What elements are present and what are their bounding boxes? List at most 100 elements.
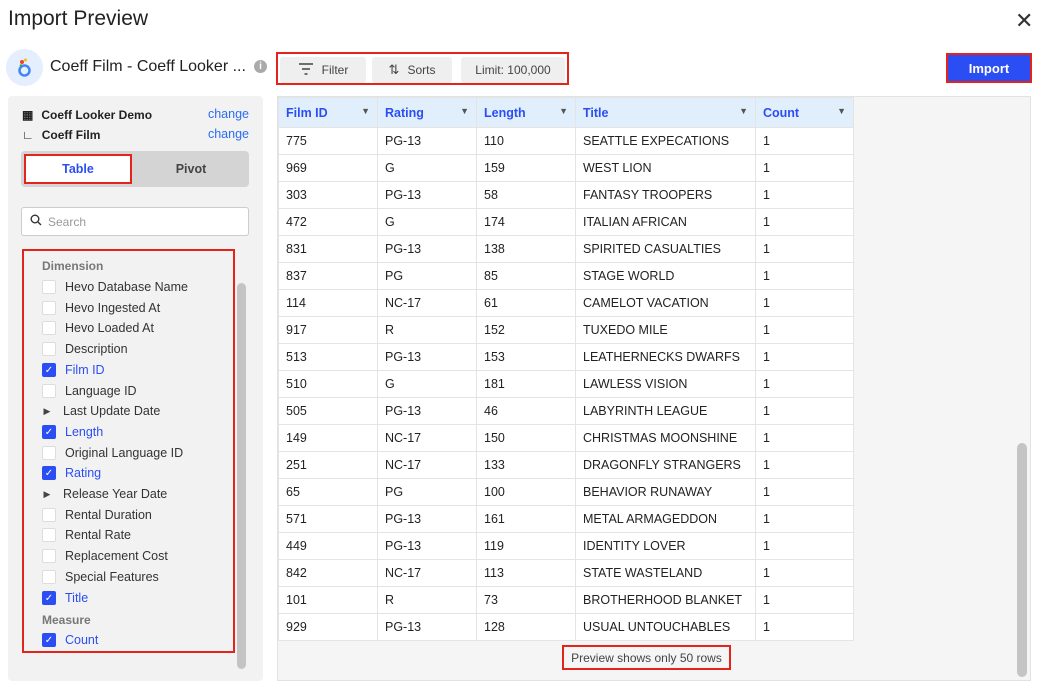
table-cell: 152 — [476, 316, 576, 344]
checkbox[interactable] — [42, 569, 56, 584]
change-explore-link[interactable]: change — [207, 127, 249, 141]
limit-button[interactable]: Limit: 100,000 — [461, 57, 565, 83]
table-cell: SEATTLE EXPECATIONS — [575, 127, 756, 155]
checkbox[interactable] — [42, 321, 56, 336]
table-cell: PG-13 — [377, 505, 477, 533]
field-rental-duration[interactable]: Rental Duration — [42, 507, 152, 522]
field-description[interactable]: Description — [42, 342, 128, 357]
field-rental-rate[interactable]: Rental Rate — [42, 528, 131, 543]
table-cell: BEHAVIOR RUNAWAY — [575, 478, 756, 506]
table-scrollbar[interactable] — [1017, 443, 1027, 677]
table-cell: 1 — [755, 397, 854, 425]
dimension-heading: Dimension — [42, 259, 104, 273]
field-release-year-date-group[interactable]: ▶ Release Year Date — [40, 487, 168, 501]
change-model-link[interactable]: change — [207, 107, 249, 121]
tab-table[interactable]: Table — [24, 154, 132, 184]
import-button[interactable]: Import — [946, 53, 1032, 83]
field-last-update-date-group[interactable]: ▶ Last Update Date — [40, 404, 161, 419]
checkbox[interactable]: ✓ — [42, 633, 56, 648]
table-cell: 969 — [278, 154, 378, 182]
column-header[interactable]: Film ID ▼ — [278, 97, 378, 128]
checkbox[interactable] — [42, 280, 56, 294]
table-cell: 1 — [755, 262, 854, 290]
checkbox[interactable] — [42, 342, 56, 357]
table-cell: R — [377, 586, 477, 614]
field-count[interactable]: ✓ Count — [42, 633, 99, 648]
table-cell: 61 — [476, 289, 576, 317]
table-row: 303 PG-13 58 FANTASY TROOPERS 1 — [278, 181, 854, 209]
table-cell: 1 — [755, 316, 854, 344]
sort-dropdown-icon[interactable]: ▼ — [837, 105, 846, 116]
checkbox[interactable] — [42, 549, 56, 564]
table-cell: 138 — [476, 235, 576, 263]
sort-dropdown-icon[interactable]: ▼ — [739, 105, 748, 116]
sort-dropdown-icon[interactable]: ▼ — [460, 105, 469, 116]
checkbox[interactable]: ✓ — [42, 424, 56, 439]
sorts-button[interactable]: ⇅ Sorts — [372, 57, 452, 83]
field-length[interactable]: ✓ Length — [42, 424, 103, 439]
field-label: Description — [65, 342, 128, 357]
table-cell: CHRISTMAS MOONSHINE — [575, 424, 756, 452]
checkbox[interactable]: ✓ — [42, 362, 56, 377]
field-hevo-loaded-at[interactable]: Hevo Loaded At — [42, 321, 154, 336]
column-header[interactable]: Title ▼ — [575, 97, 756, 128]
column-header[interactable]: Length ▼ — [476, 97, 576, 128]
filter-button[interactable]: Filter — [280, 57, 366, 83]
table-cell: 1 — [755, 289, 854, 317]
field-label: Release Year Date — [63, 487, 168, 501]
table-cell: LEATHERNECKS DWARFS — [575, 343, 756, 371]
checkbox[interactable]: ✓ — [42, 466, 56, 481]
field-original-language-id[interactable]: Original Language ID — [42, 445, 183, 460]
field-label: Special Features — [65, 569, 159, 584]
column-label: Length — [484, 105, 526, 120]
sort-dropdown-icon[interactable]: ▼ — [559, 105, 568, 116]
table-cell: SPIRITED CASUALTIES — [575, 235, 756, 263]
sort-dropdown-icon[interactable]: ▼ — [361, 105, 370, 116]
table-cell: STAGE WORLD — [575, 262, 756, 290]
table-cell: PG — [377, 478, 477, 506]
search-input[interactable]: Search — [21, 207, 249, 236]
table-cell: FANTASY TROOPERS — [575, 181, 756, 209]
table-cell: 1 — [755, 235, 854, 263]
checkbox[interactable] — [42, 528, 56, 543]
checkbox[interactable] — [42, 300, 56, 315]
column-header[interactable]: Rating ▼ — [377, 97, 477, 128]
field-list-scrollbar[interactable] — [237, 283, 246, 669]
checkbox[interactable] — [42, 445, 56, 460]
table-row: 831 PG-13 138 SPIRITED CASUALTIES 1 — [278, 235, 854, 263]
table-cell: 917 — [278, 316, 378, 344]
table-cell: PG-13 — [377, 397, 477, 425]
table-cell: 128 — [476, 613, 576, 641]
tab-pivot[interactable]: Pivot — [175, 162, 207, 176]
table-cell: 46 — [476, 397, 576, 425]
preview-table-container: Film ID ▼ Rating ▼ Length ▼ Title ▼ Count ▼ 775 PG… — [277, 96, 1031, 681]
field-hevo-database-name[interactable]: Hevo Database Name — [42, 280, 188, 294]
checkbox[interactable] — [42, 383, 56, 398]
field-hevo-ingested-at[interactable]: Hevo Ingested At — [42, 300, 160, 315]
table-cell: 1 — [755, 451, 854, 479]
table-cell: 133 — [476, 451, 576, 479]
table-row: 513 PG-13 153 LEATHERNECKS DWARFS 1 — [278, 343, 854, 371]
field-label: Count — [65, 633, 99, 648]
table-cell: 1 — [755, 208, 854, 236]
field-film-id[interactable]: ✓ Film ID — [42, 362, 105, 377]
close-icon[interactable]: ✕ — [1015, 8, 1034, 33]
looker-logo-icon — [6, 49, 43, 86]
checkbox[interactable]: ✓ — [42, 590, 56, 605]
field-label: Rental Duration — [65, 507, 152, 522]
field-language-id[interactable]: Language ID — [42, 383, 137, 398]
table-cell: 1 — [755, 478, 854, 506]
field-title[interactable]: ✓ Title — [42, 590, 88, 605]
table-cell: PG-13 — [377, 235, 477, 263]
field-special-features[interactable]: Special Features — [42, 569, 159, 584]
field-label: Last Update Date — [63, 404, 161, 419]
field-rating[interactable]: ✓ Rating — [42, 466, 101, 481]
field-replacement-cost[interactable]: Replacement Cost — [42, 549, 168, 564]
checkbox[interactable] — [42, 507, 56, 522]
table-cell: 65 — [278, 478, 378, 506]
filter-icon — [298, 62, 314, 78]
info-icon[interactable]: i — [254, 60, 267, 73]
table-cell: 1 — [755, 127, 854, 155]
column-header[interactable]: Count ▼ — [755, 97, 854, 128]
table-cell: 505 — [278, 397, 378, 425]
